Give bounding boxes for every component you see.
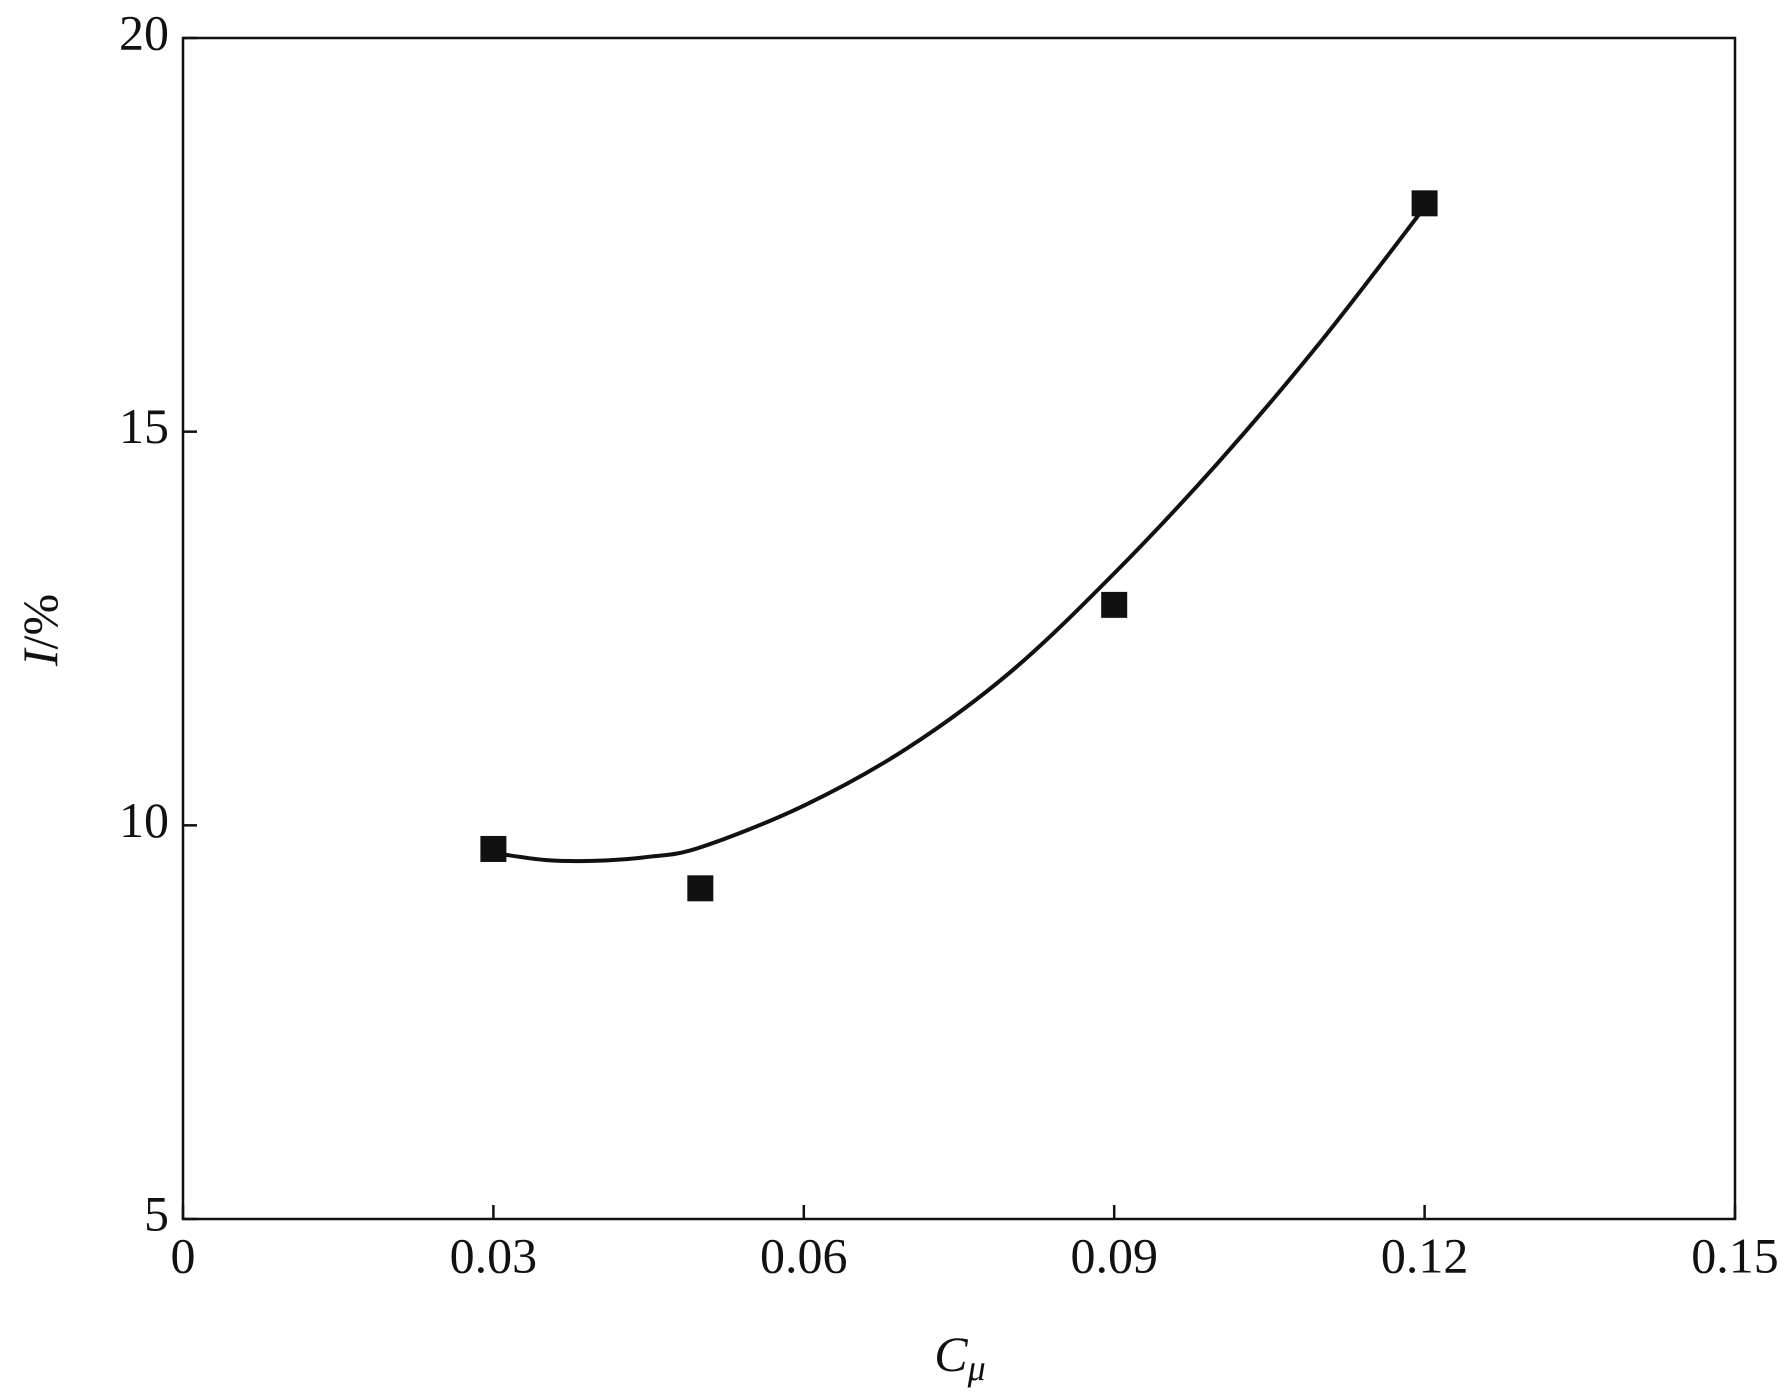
fit-curve: [493, 206, 1427, 864]
data-point: [687, 875, 714, 902]
data-point: [1101, 591, 1128, 618]
plot-frame: [181, 36, 1737, 1221]
data-point: [1411, 190, 1438, 217]
data-point: [480, 835, 507, 862]
x-tick-label: 0.06: [760, 1227, 848, 1283]
x-tick-label: 0.09: [1070, 1227, 1158, 1283]
y-tick-label: 5: [144, 1185, 169, 1241]
y-label-rest: /%: [12, 594, 68, 650]
x-tick-label: 0.03: [450, 1227, 538, 1283]
x-tick-label: 0: [171, 1227, 196, 1283]
y-tick-label: 20: [119, 4, 169, 60]
x-tick-label: 0.15: [1691, 1227, 1779, 1283]
y-label-main: I: [12, 647, 68, 667]
y-tick-label: 15: [119, 398, 169, 454]
x-axis-label: Cμ: [934, 1326, 985, 1388]
y-axis-label: I/%: [12, 594, 68, 667]
y-tick-label: 10: [119, 792, 169, 848]
x-label-sub: μ: [967, 1348, 986, 1388]
x-tick-label: 0.12: [1381, 1227, 1469, 1283]
x-label-main: C: [934, 1326, 968, 1382]
